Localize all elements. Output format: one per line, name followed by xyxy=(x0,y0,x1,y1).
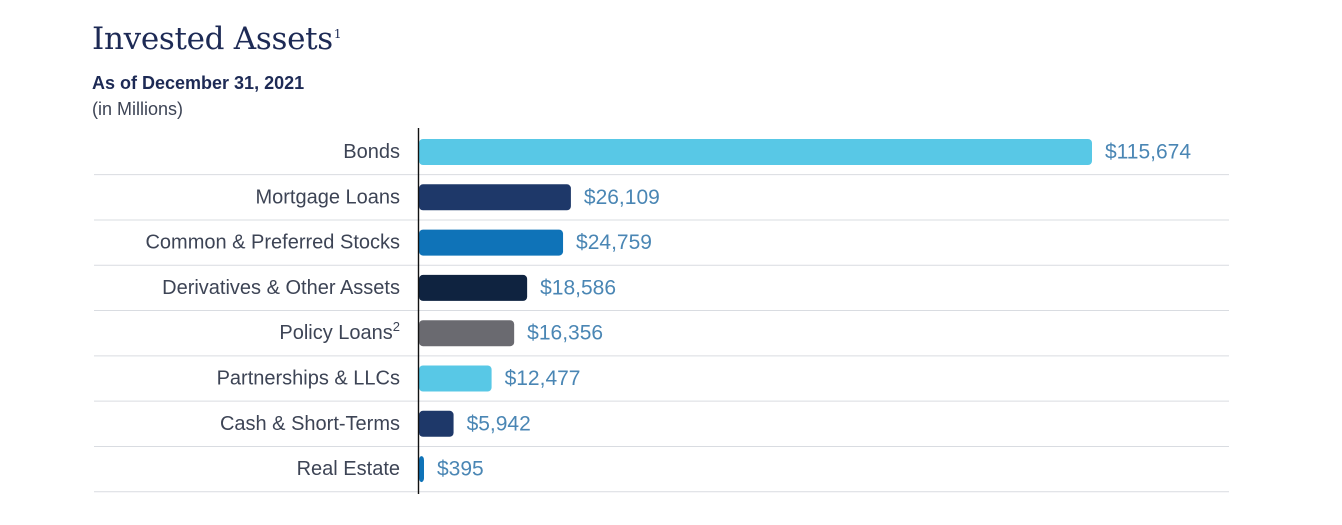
chart-title-text: Invested Assets xyxy=(92,21,333,57)
category-label-common-and-preferred-stocks: Common & Preferred Stocks xyxy=(145,232,400,254)
bar-policy-loans xyxy=(419,320,515,347)
chart-title: Invested Assets1 xyxy=(92,21,342,57)
value-label-policy-loans: $16,356 xyxy=(527,322,603,345)
category-label-partnerships-and-llcs: Partnerships & LLCs xyxy=(217,368,400,390)
category-label-policy-loans: Policy Loans2 xyxy=(279,319,400,345)
unit-note: (in Millions) xyxy=(92,99,184,119)
footnote-policy-loans: 2 xyxy=(393,319,400,334)
title-footnote: 1 xyxy=(333,27,342,41)
category-label-cash-and-short-terms: Cash & Short-Terms xyxy=(220,413,400,435)
bar-real-estate xyxy=(419,456,424,483)
value-label-derivatives-and-other-assets: $18,586 xyxy=(540,276,616,299)
value-label-cash-and-short-terms: $5,942 xyxy=(467,412,531,435)
value-label-real-estate: $395 xyxy=(437,458,484,481)
value-label-partnerships-and-llcs: $12,477 xyxy=(505,367,581,390)
value-label-common-and-preferred-stocks: $24,759 xyxy=(576,231,652,254)
value-label-bonds: $115,674 xyxy=(1105,141,1191,164)
category-label-derivatives-and-other-assets: Derivatives & Other Assets xyxy=(162,277,400,299)
bar-derivatives-and-other-assets xyxy=(419,274,528,301)
value-label-mortgage-loans: $26,109 xyxy=(584,186,660,209)
category-label-bonds: Bonds xyxy=(343,141,400,163)
category-label-mortgage-loans: Mortgage Loans xyxy=(255,186,400,208)
bar-partnerships-and-llcs xyxy=(419,365,492,392)
bar-common-and-preferred-stocks xyxy=(419,229,564,256)
bar-mortgage-loans xyxy=(419,184,571,211)
category-label-real-estate: Real Estate xyxy=(297,458,400,480)
bar-cash-and-short-terms xyxy=(419,410,454,437)
bar-bonds xyxy=(419,139,1092,165)
chart-subtitle: As of December 31, 2021 xyxy=(92,73,305,93)
